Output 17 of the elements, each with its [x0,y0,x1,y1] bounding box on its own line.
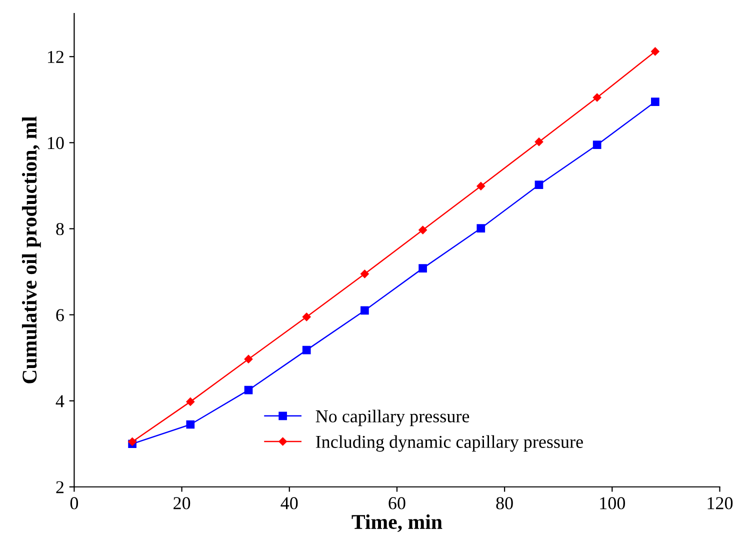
y-axis-title: Cumulative oil production, ml [22,116,41,384]
y-tick-label: 12 [48,50,64,63]
x-axis-title: Time, min [352,514,442,532]
x-tick-label: 40 [280,497,298,510]
x-tick-label: 20 [174,497,190,510]
legend-label: No capillary pressure [316,410,470,426]
y-tick-label: 6 [56,309,64,322]
x-tick-label: 60 [388,497,406,510]
legend-label: Including dynamic capillary pressure [316,435,583,452]
x-tick-label: 80 [496,497,513,510]
y-tick-label: 8 [56,222,64,236]
y-tick-label: 2 [56,481,64,494]
y-tick-label: 10 [48,136,64,150]
x-tick-label: 120 [708,497,733,510]
x-tick-label: 100 [600,497,626,510]
x-tick-label: 0 [70,497,78,510]
y-tick-label: 4 [56,395,64,408]
